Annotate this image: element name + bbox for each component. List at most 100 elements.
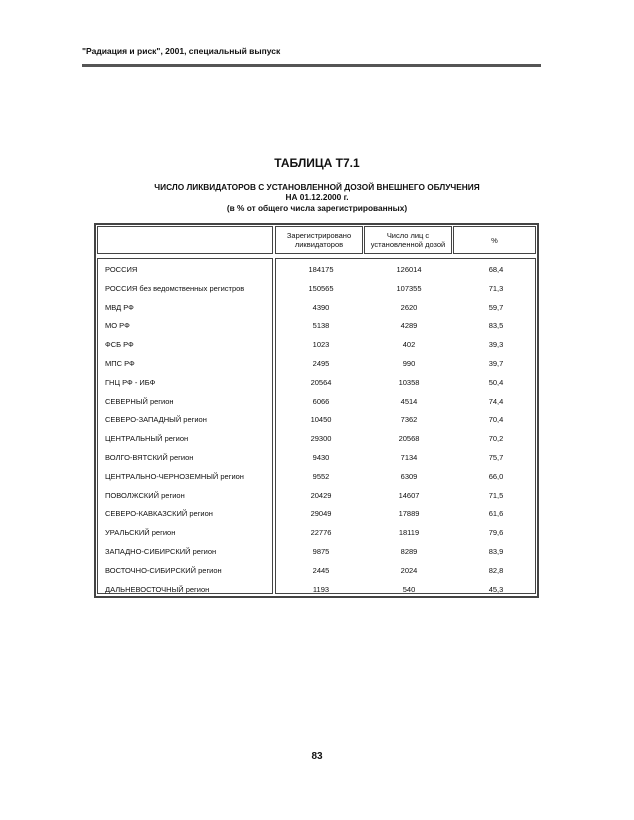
cell-registered: 20564 <box>310 377 332 387</box>
cell-percent: 70,4 <box>488 415 504 425</box>
data-table: Зарегистрировано ликвидаторов Число лиц … <box>94 223 539 598</box>
cell-with-dose: 18119 <box>398 528 420 538</box>
cell-label: УРАЛЬСКИЙ регион <box>105 528 176 538</box>
cell-percent: 61,6 <box>488 509 504 519</box>
cell-label: ВОЛГО-ВЯТСКИЙ регион <box>105 453 194 462</box>
cell-with-dose: 6309 <box>400 471 418 481</box>
cell-percent: 45,3 <box>488 584 504 594</box>
cell-registered: 5138 <box>312 321 330 331</box>
cell-with-dose: 14607 <box>398 490 420 500</box>
cell-label: ВОСТОЧНО-СИБИРСКИЙ регион <box>105 565 222 575</box>
header-rule <box>82 64 541 67</box>
cell-percent: 74,4 <box>488 396 504 406</box>
table-row: РОССИЯ без ведомственных регистров 150565… <box>96 284 537 296</box>
cell-percent: 39,3 <box>488 340 504 350</box>
page-number: 83 <box>311 751 323 762</box>
cell-percent: 50,4 <box>488 377 504 387</box>
table-note: (в % от общего числа зарегистрированных) <box>226 203 408 213</box>
table-row: ПОВОЛЖСКИЙ регион 20429 14607 71,5 <box>96 491 537 503</box>
cell-with-dose: 8289 <box>400 547 418 556</box>
cell-with-dose: 2620 <box>400 302 418 312</box>
table-subtitle: ЧИСЛО ЛИКВИДАТОРОВ С УСТАНОВЛЕННОЙ ДОЗОЙ… <box>154 182 480 192</box>
cell-registered: 1193 <box>312 584 330 594</box>
cell-label: СЕВЕРО-КАВКАЗСКИЙ регион <box>105 509 213 519</box>
cell-percent: 68,4 <box>488 265 504 274</box>
cell-percent: 66,0 <box>488 471 504 481</box>
header-cell-percent: % <box>453 226 536 254</box>
cell-with-dose: 20568 <box>398 434 420 444</box>
body-values-column <box>275 258 536 594</box>
cell-label: РОССИЯ без ведомственных регистров <box>105 283 245 293</box>
cell-with-dose: 540 <box>402 584 416 594</box>
cell-label: ЦЕНТРАЛЬНО-ЧЕРНОЗЕМНЫЙ регион <box>105 471 244 481</box>
table-row: УРАЛЬСКИЙ регион 22776 18119 79,6 <box>96 528 537 540</box>
cell-with-dose: 4514 <box>400 396 418 406</box>
table-row: ГНЦ РФ - ИБФ 20564 10358 50,4 <box>96 378 537 390</box>
cell-registered: 9875 <box>312 547 330 556</box>
cell-registered: 184175 <box>308 265 334 274</box>
cell-registered: 29049 <box>310 509 332 519</box>
header-cell-label <box>97 226 273 254</box>
table-row: ВОСТОЧНО-СИБИРСКИЙ регион 2445 2024 82,8 <box>96 566 537 578</box>
table-row: ВОЛГО-ВЯТСКИЙ регион 9430 7134 75,7 <box>96 453 537 465</box>
table-row: ДАЛЬНЕВОСТОЧНЫЙ регион 1193 540 45,3 <box>96 585 537 597</box>
cell-registered: 9430 <box>312 453 330 462</box>
cell-with-dose: 17889 <box>398 509 420 519</box>
cell-label: СЕВЕРО-ЗАПАДНЫЙ регион <box>105 415 207 425</box>
cell-registered: 10450 <box>310 415 332 425</box>
cell-label: МО РФ <box>105 321 130 331</box>
cell-with-dose: 126014 <box>396 265 422 274</box>
body-label-column <box>97 258 273 594</box>
cell-percent: 71,5 <box>488 490 504 500</box>
cell-percent: 83,5 <box>488 321 504 331</box>
cell-label: ДАЛЬНЕВОСТОЧНЫЙ регион <box>105 584 210 594</box>
table-row: ФСБ РФ 1023 402 39,3 <box>96 340 537 352</box>
table-row: МВД РФ 4390 2620 59,7 <box>96 303 537 315</box>
cell-label: МПС РФ <box>105 359 135 368</box>
cell-label: МВД РФ <box>105 302 134 312</box>
cell-label: ГНЦ РФ - ИБФ <box>105 377 156 387</box>
cell-percent: 59,7 <box>488 302 504 312</box>
cell-with-dose: 107355 <box>396 283 422 293</box>
cell-registered: 2445 <box>312 565 330 575</box>
cell-registered: 20429 <box>310 490 332 500</box>
cell-registered: 6066 <box>312 396 330 406</box>
cell-label: СЕВЕРНЫЙ регион <box>105 396 174 406</box>
table-header-row: Зарегистрировано ликвидаторов Число лиц … <box>96 225 537 257</box>
cell-percent: 83,9 <box>488 547 504 556</box>
cell-label: ЦЕНТРАЛЬНЫЙ регион <box>105 434 189 444</box>
cell-with-dose: 4289 <box>400 321 418 331</box>
table-title: ТАБЛИЦА Т7.1 <box>274 156 360 170</box>
cell-with-dose: 402 <box>402 340 416 350</box>
cell-label: РОССИЯ <box>105 265 138 274</box>
cell-with-dose: 2024 <box>400 565 418 575</box>
cell-percent: 70,2 <box>488 434 504 444</box>
table-row: СЕВЕРО-КАВКАЗСКИЙ регион 29049 17889 61,6 <box>96 509 537 521</box>
cell-registered: 22776 <box>310 528 332 538</box>
cell-registered: 2495 <box>312 359 330 368</box>
header-cell-registered: Зарегистрировано ликвидаторов <box>275 226 363 254</box>
cell-with-dose: 7134 <box>400 453 418 462</box>
cell-with-dose: 7362 <box>400 415 418 425</box>
table-row: РОССИЯ 184175 126014 68,4 <box>96 265 537 277</box>
cell-label: ФСБ РФ <box>105 340 134 350</box>
table-row: МПС РФ 2495 990 39,7 <box>96 359 537 371</box>
cell-percent: 71,3 <box>488 283 504 293</box>
cell-percent: 79,6 <box>488 528 504 538</box>
cell-registered: 1023 <box>312 340 330 350</box>
cell-label: ЗАПАДНО-СИБИРСКИЙ регион <box>105 547 217 556</box>
cell-registered: 4390 <box>312 302 330 312</box>
cell-percent: 82,8 <box>488 565 504 575</box>
cell-registered: 150565 <box>308 283 334 293</box>
header-cell-with-dose: Число лиц с установленной дозой <box>364 226 452 254</box>
cell-with-dose: 990 <box>402 359 416 368</box>
running-header: "Радиация и риск", 2001, специальный вып… <box>82 46 281 56</box>
cell-with-dose: 10358 <box>398 377 420 387</box>
table-row: СЕВЕРНЫЙ регион 6066 4514 74,4 <box>96 397 537 409</box>
table-row: МО РФ 5138 4289 83,5 <box>96 321 537 333</box>
table-row: СЕВЕРО-ЗАПАДНЫЙ регион 10450 7362 70,4 <box>96 415 537 427</box>
cell-registered: 29300 <box>310 434 332 444</box>
table-row: ЦЕНТРАЛЬНЫЙ регион 29300 20568 70,2 <box>96 434 537 446</box>
cell-percent: 75,7 <box>488 453 504 462</box>
